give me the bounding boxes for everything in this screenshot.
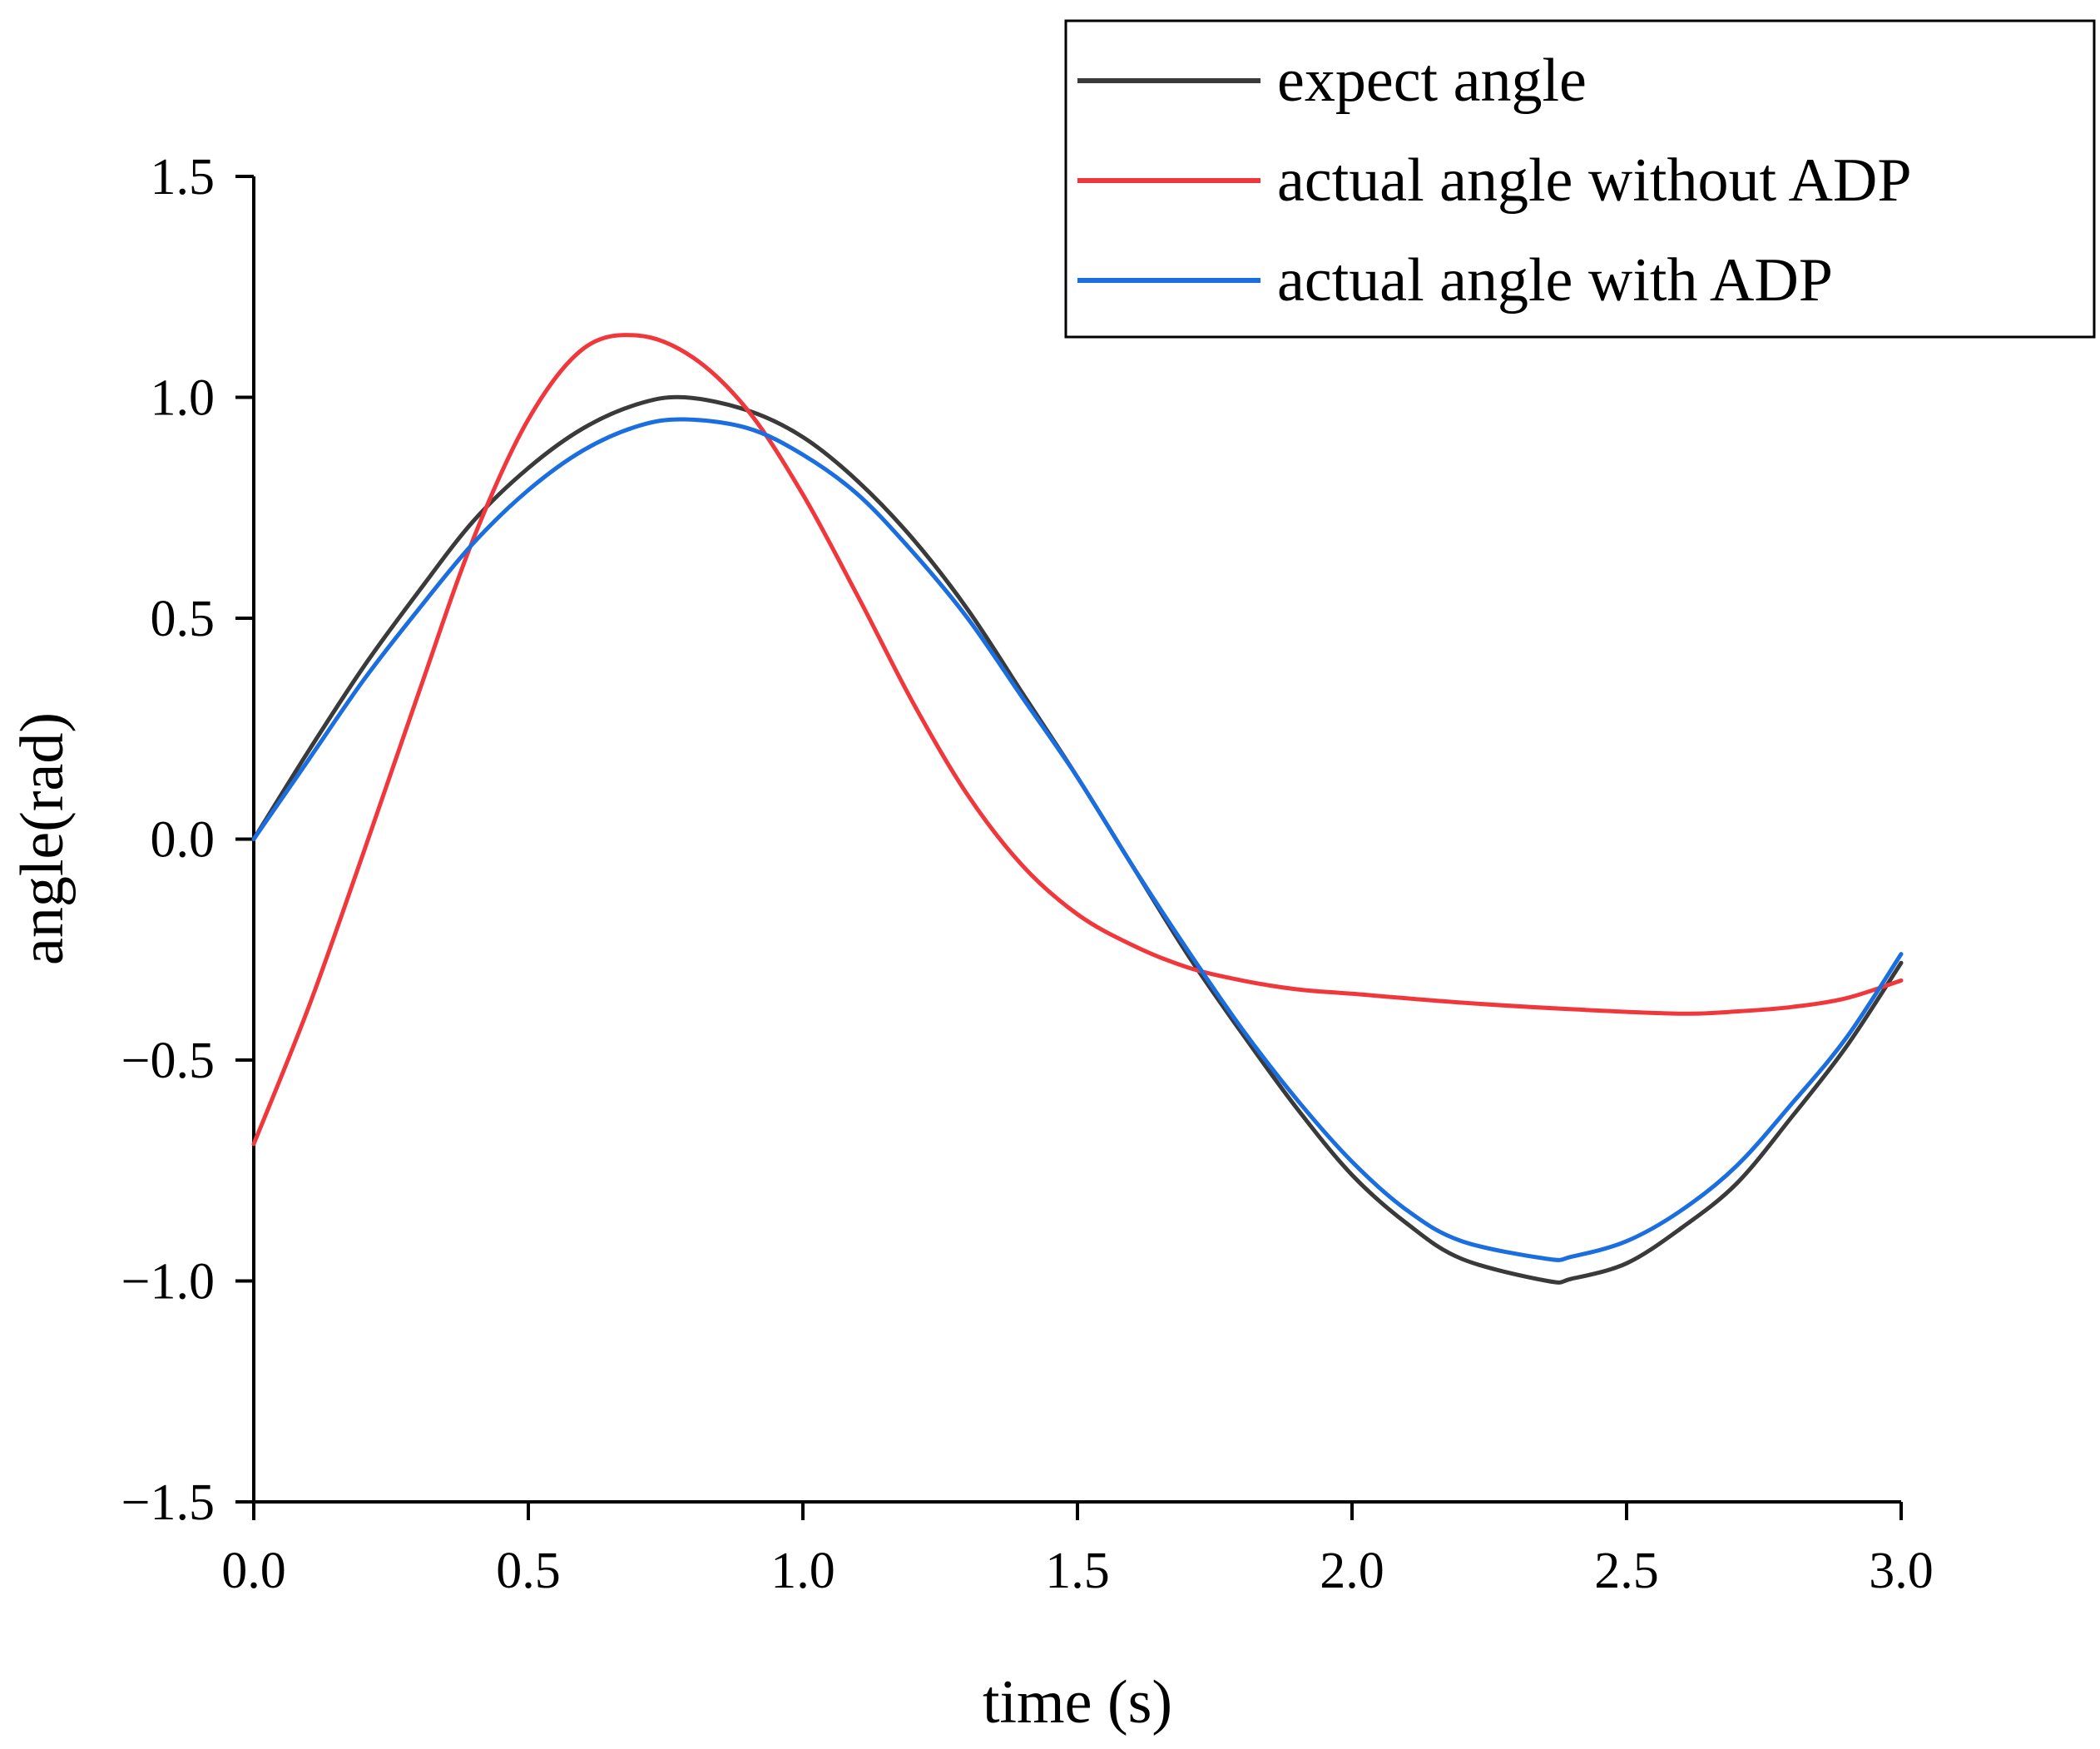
legend-item-expect-angle-label: expect angle [1277, 47, 1587, 115]
x-tick-label: 0.0 [221, 1543, 286, 1599]
y-tick-label: 0.5 [151, 591, 215, 647]
plot-area: 0.0 0.5 1.0 1.5 2.0 2.5 3.0 −1.5 −1.0 −0.5 0.0 0.5… [121, 149, 1934, 1599]
y-tick-label: −0.5 [121, 1033, 215, 1089]
y-axis-title: angle(rad) [8, 712, 77, 965]
x-tick-label: 1.5 [1045, 1543, 1110, 1599]
x-tick-label: 2.0 [1320, 1543, 1384, 1599]
x-axis-title: time (s) [983, 1668, 1172, 1737]
series-line-with-adp [251, 417, 1904, 1262]
x-tick-label: 2.5 [1594, 1543, 1659, 1599]
y-tick-label: 1.5 [151, 149, 215, 206]
x-axis-ticks: 0.0 0.5 1.0 1.5 2.0 2.5 3.0 [221, 1502, 1934, 1599]
x-tick-label: 3.0 [1869, 1543, 1934, 1599]
y-axis-ticks: −1.5 −1.0 −0.5 0.0 0.5 1.0 1.5 [121, 149, 254, 1531]
legend-items: expect angle actual angle without ADP actu… [1077, 47, 1911, 315]
y-tick-label: 0.0 [151, 812, 215, 869]
y-tick-label: 1.0 [151, 370, 215, 427]
x-tick-label: 1.0 [770, 1543, 835, 1599]
series-line-expect-angle [251, 394, 1904, 1285]
legend: expect angle actual angle without ADP actu… [1064, 19, 2096, 339]
legend-item-without-adp-label: actual angle without ADP [1277, 146, 1911, 215]
y-tick-label: −1.0 [121, 1254, 215, 1311]
series-line-without-adp [251, 333, 1904, 1147]
x-tick-label: 0.5 [496, 1543, 561, 1599]
series-lines [251, 333, 1904, 1285]
y-tick-label: −1.5 [121, 1474, 215, 1531]
legend-item-with-adp-label: actual angle with ADP [1277, 246, 1833, 315]
